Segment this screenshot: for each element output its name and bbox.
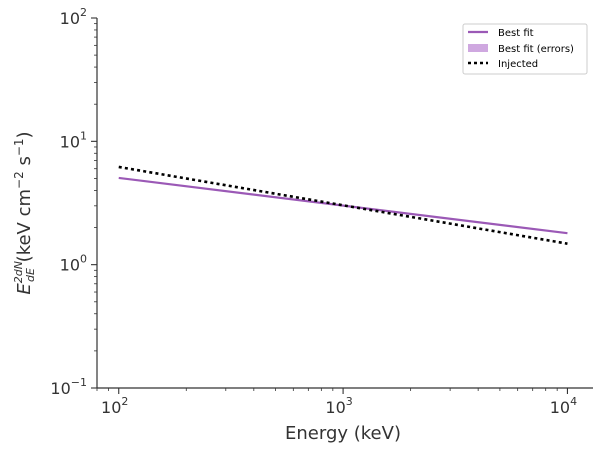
y-tick-exponent: 0: [80, 253, 87, 266]
legend-box: [462, 23, 588, 75]
y-tick-base: 10: [60, 256, 80, 275]
legend-label-best-fit-errors: Best fit (errors): [498, 44, 574, 55]
x-tick-label: 104: [550, 395, 577, 417]
y-label-units-exp1: −2: [12, 171, 26, 189]
y-tick-label: 102: [60, 6, 87, 28]
legend-swatch-best-fit-errors: [468, 44, 488, 52]
x-tick-exponent: 2: [121, 395, 128, 408]
y-tick-exponent: 1: [80, 129, 87, 142]
x-tick-base: 10: [325, 398, 345, 417]
x-tick-exponent: 3: [346, 395, 353, 408]
x-tick-base: 10: [550, 398, 570, 417]
y-label-denominator: dE: [24, 268, 37, 282]
y-tick-base: 10: [60, 9, 80, 28]
series-layer: [118, 165, 568, 245]
y-label-units-suffix: ): [14, 131, 35, 138]
legend: Best fit Best fit (errors) Injected: [462, 23, 588, 75]
y-label-units-prefix: (keV cm: [14, 189, 35, 268]
x-tick-label: 102: [101, 395, 128, 417]
series-best-fit-line: [118, 176, 568, 235]
y-tick-base: 10: [50, 379, 70, 398]
legend-label-best-fit: Best fit: [498, 28, 534, 39]
y-tick-base: 10: [60, 132, 80, 151]
x-axis-label: Energy (keV): [285, 423, 401, 444]
x-tick-labels: 102 103 104: [101, 395, 577, 417]
y-label-superscript: 2dN: [12, 261, 25, 283]
x-tick-exponent: 4: [570, 395, 577, 408]
y-label-base: E: [14, 283, 35, 295]
major-ticks: [91, 17, 568, 394]
x-tick-label: 103: [325, 395, 352, 417]
x-tick-base: 10: [101, 398, 121, 417]
y-label-units-exp2: −1: [12, 138, 26, 156]
y-label-units-mid: s: [14, 156, 35, 171]
series-injected-line: [118, 165, 568, 245]
y-tick-exponent: 2: [80, 6, 87, 19]
y-axis-label: E2dNdE (keV cm−2 s−1): [12, 131, 37, 294]
legend-label-injected: Injected: [498, 59, 538, 70]
minor-ticks: [94, 23, 558, 391]
y-tick-label: 10−1: [50, 376, 87, 398]
series-best-fit-errors-band: [118, 177, 568, 234]
y-tick-label: 101: [60, 129, 87, 151]
y-tick-exponent: −1: [71, 376, 87, 389]
y-tick-label: 100: [60, 253, 87, 275]
